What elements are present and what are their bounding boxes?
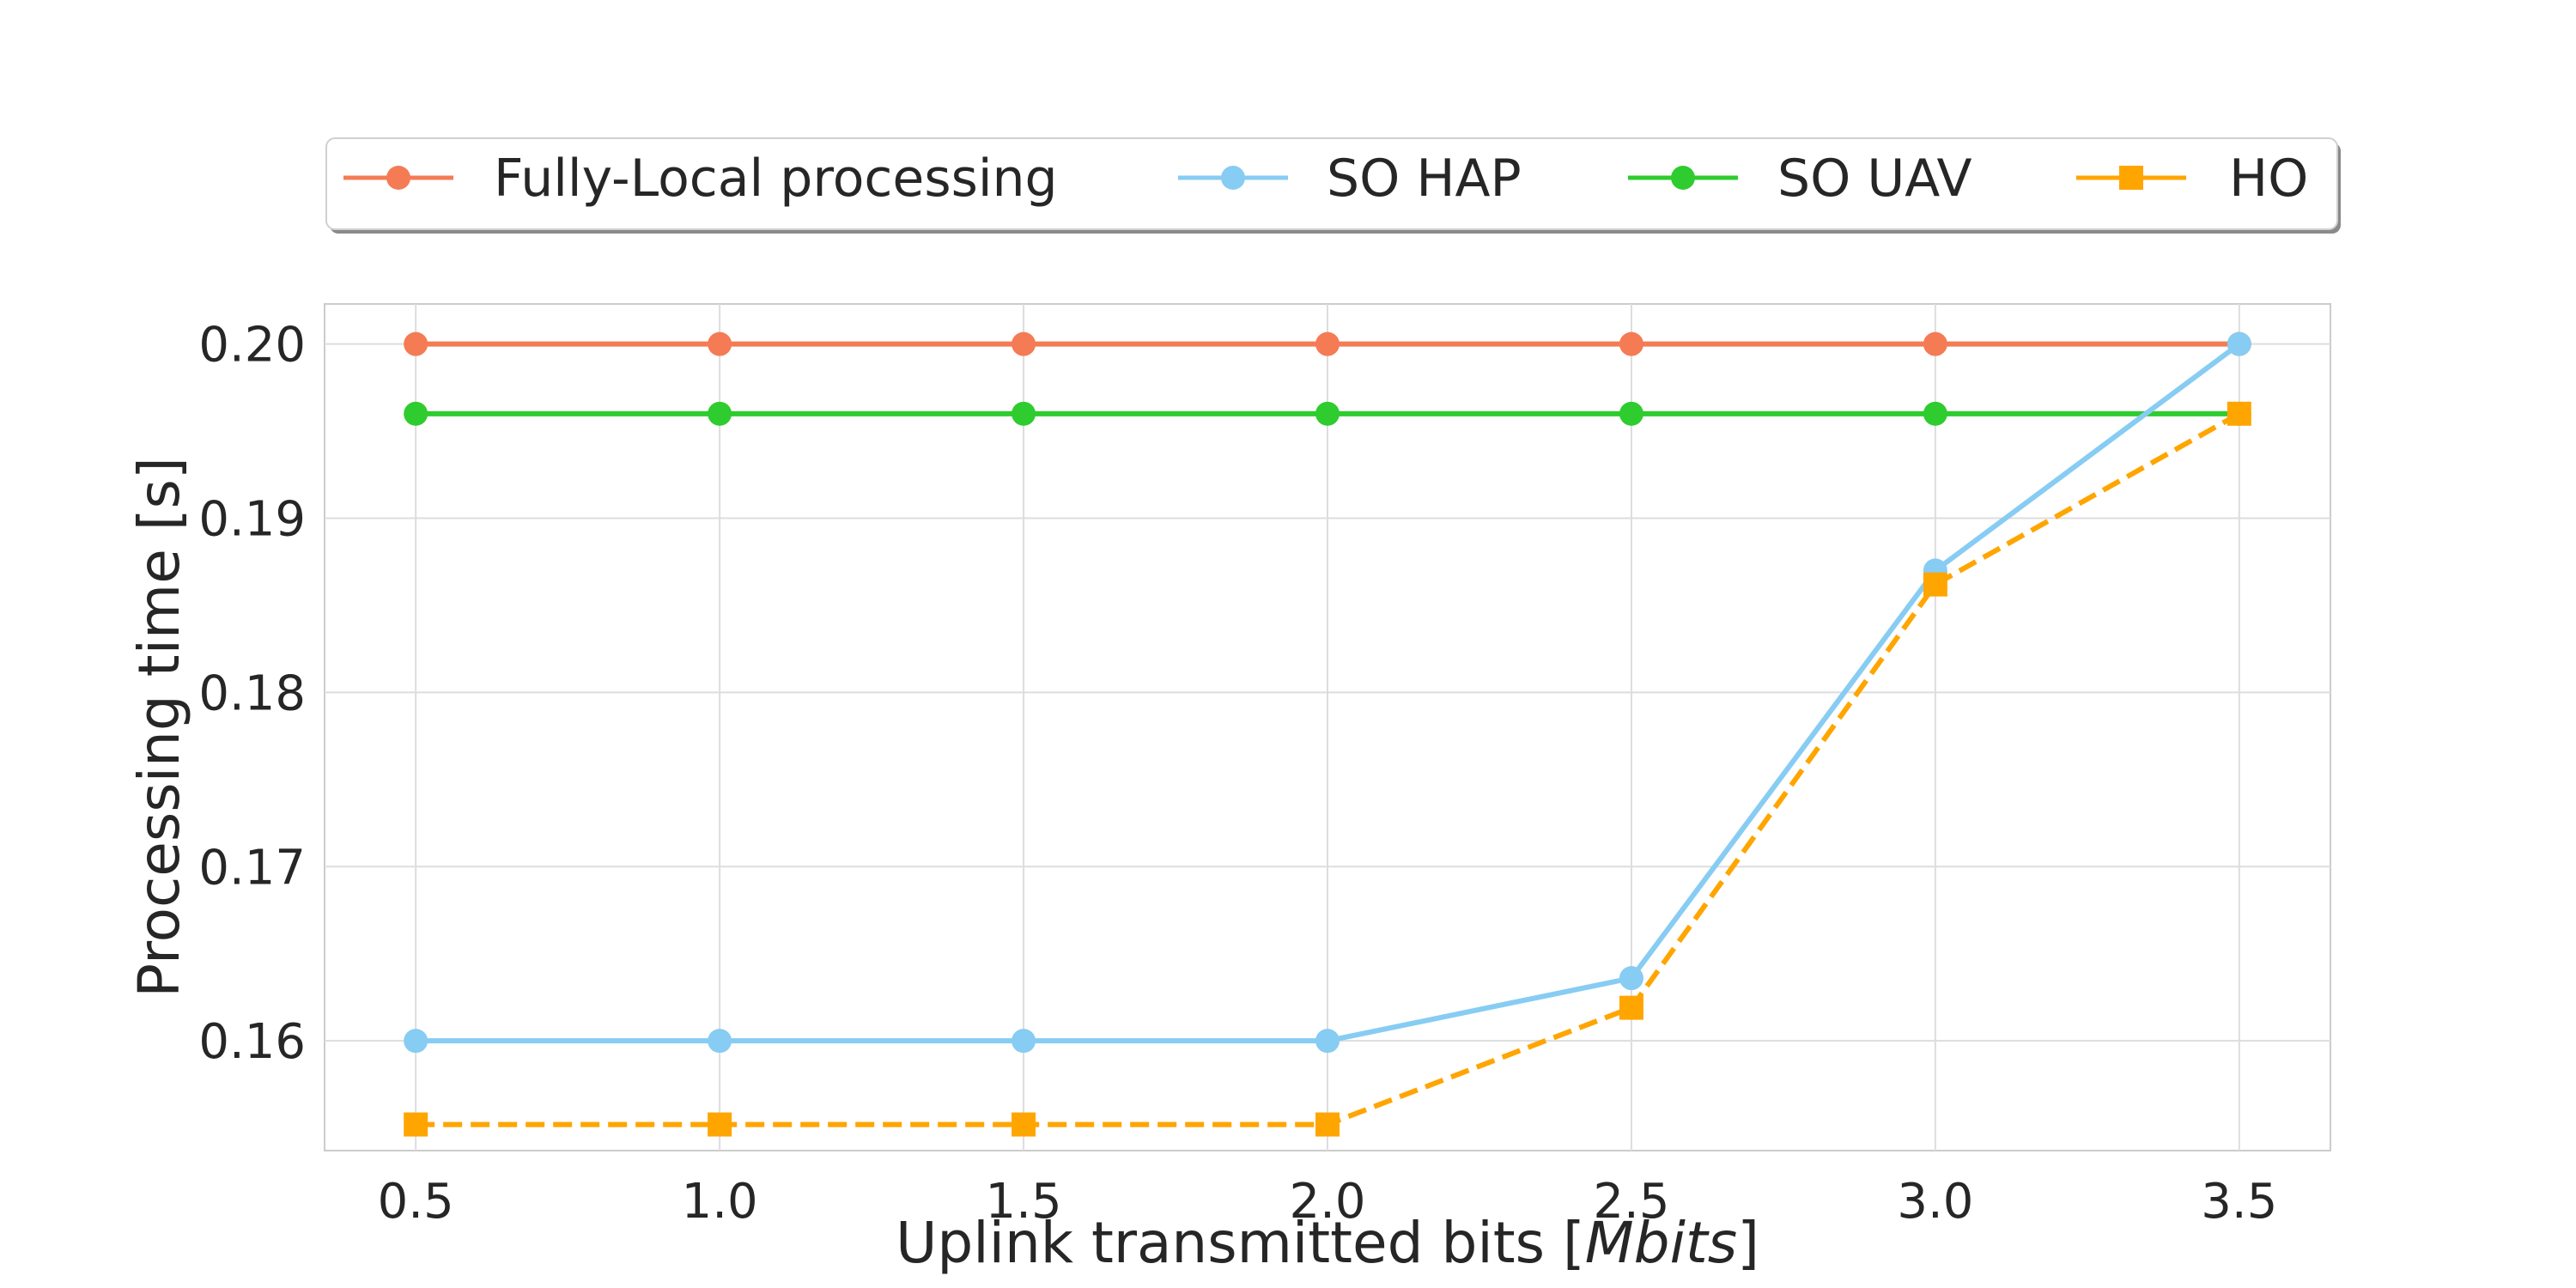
x-tick-label: 1.0 <box>682 1174 758 1230</box>
y-tick-label: 0.17 <box>198 840 306 896</box>
x-tick-label: 2.5 <box>1593 1174 1669 1230</box>
y-tick-label: 0.18 <box>198 665 306 721</box>
y-axis-label: Processing time [s] <box>126 457 192 997</box>
data-point-so-uav <box>708 401 732 426</box>
y-tick-label: 0.16 <box>198 1014 306 1070</box>
x-tick-label: 2.0 <box>1289 1174 1365 1230</box>
legend-marker-ho <box>2119 166 2143 190</box>
x-tick-label: 0.5 <box>378 1174 454 1230</box>
data-point-so-hap <box>1315 1029 1340 1054</box>
legend-entry-so-hap: SO HAP <box>1178 149 1522 209</box>
legend-entry-ho: HO <box>2076 149 2308 209</box>
x-tick-label: 1.5 <box>986 1174 1062 1230</box>
x-axis-label: Uplink transmitted bits [Mbits] <box>896 1210 1759 1276</box>
legend-label-so-hap: SO HAP <box>1327 149 1522 209</box>
legend-entry-so-uav: SO UAV <box>1628 149 1972 209</box>
data-point-so-hap <box>404 1029 428 1054</box>
data-point-fully-local-processing <box>1923 331 1947 356</box>
data-point-so-hap <box>708 1029 732 1054</box>
data-point-ho <box>708 1112 732 1137</box>
data-point-so-uav <box>1315 401 1340 426</box>
data-point-so-uav <box>1923 401 1947 426</box>
data-point-so-hap <box>1619 966 1643 991</box>
legend-marker-so-hap <box>1221 166 1245 190</box>
x-tick-labels: 0.5 1.0 1.5 2.0 2.5 3.0 3.5 <box>378 1174 2278 1230</box>
legend-marker-fully-local <box>386 166 410 190</box>
data-point-so-uav <box>1619 401 1643 426</box>
legend-label-fully-local: Fully-Local processing <box>494 149 1058 209</box>
data-point-so-hap <box>2227 331 2251 356</box>
legend-entry-fully-local: Fully-Local processing <box>343 149 1058 209</box>
series-so-hap <box>404 331 2251 1054</box>
legend-label-so-uav: SO UAV <box>1777 149 1972 209</box>
y-tick-label: 0.19 <box>198 492 306 548</box>
data-point-ho <box>1619 995 1643 1020</box>
legend-label-ho: HO <box>2229 149 2308 209</box>
data-point-fully-local-processing <box>404 331 428 356</box>
data-point-fully-local-processing <box>1619 331 1643 356</box>
series-ho <box>404 401 2251 1137</box>
legend: Fully-Local processing SO HAP SO UAV HO <box>325 137 2341 234</box>
legend-marker-so-uav <box>1671 166 1695 190</box>
data-point-fully-local-processing <box>1315 331 1340 356</box>
data-point-fully-local-processing <box>708 331 732 356</box>
series-layer <box>404 331 2251 1137</box>
data-point-ho <box>1923 572 1947 597</box>
y-tick-label: 0.20 <box>198 318 306 374</box>
data-point-so-uav <box>1012 401 1036 426</box>
data-point-fully-local-processing <box>1012 331 1036 356</box>
x-tick-label: 3.5 <box>2201 1174 2277 1230</box>
plot-area: 0.5 1.0 1.5 2.0 2.5 3.0 3.5 0.160.170.180.190.… <box>198 303 2331 1230</box>
legend-box <box>325 137 2338 230</box>
data-point-so-uav <box>404 401 428 426</box>
data-point-ho <box>1012 1112 1036 1137</box>
x-tick-label: 3.0 <box>1897 1174 1973 1230</box>
data-point-ho <box>2227 401 2251 426</box>
y-tick-labels: 0.16 0.17 0.18 0.19 0.20 <box>198 318 306 1071</box>
data-point-ho <box>404 1112 428 1137</box>
data-point-ho <box>1315 1112 1340 1137</box>
data-point-so-hap <box>1012 1029 1036 1054</box>
